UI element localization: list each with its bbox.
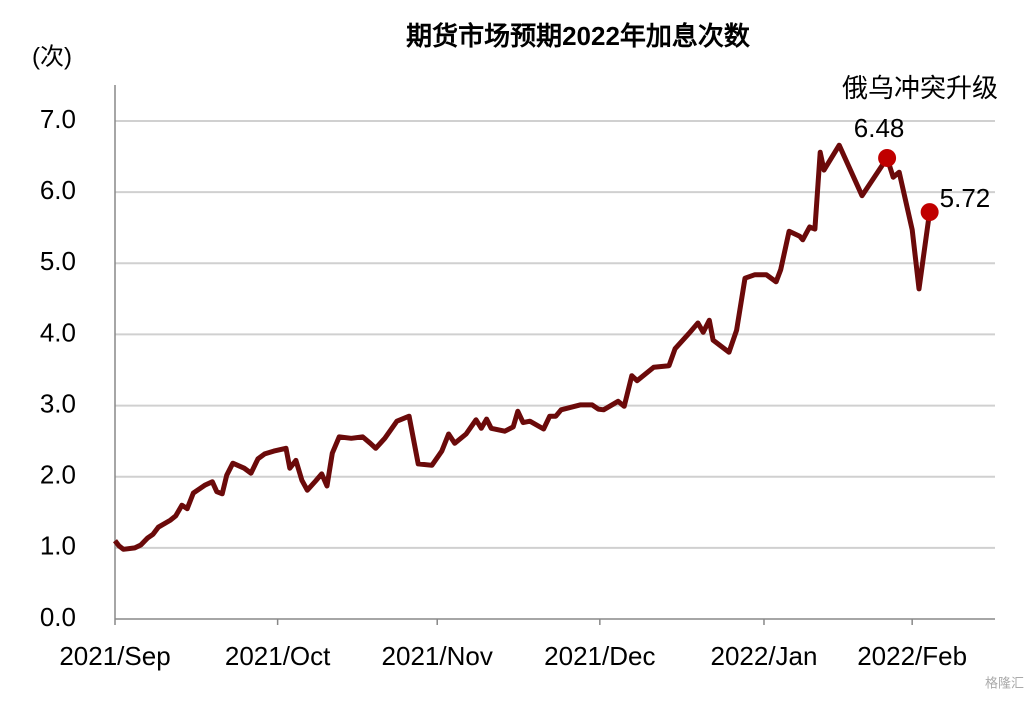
y-tick-label: 7.0: [40, 104, 76, 134]
data-label: 5.72: [940, 183, 991, 213]
y-tick-label: 4.0: [40, 317, 76, 347]
y-axis-label: (次): [32, 43, 72, 70]
data-label: 6.48: [854, 113, 905, 143]
highlight-point: [920, 203, 939, 222]
y-tick-label: 3.0: [40, 388, 76, 418]
watermark: 格隆汇: [985, 675, 1024, 690]
y-tick-label: 5.0: [40, 246, 76, 276]
y-tick-label: 2.0: [40, 460, 76, 490]
y-tick-label: 0.0: [40, 602, 76, 632]
x-tick-label: 2022/Feb: [857, 641, 967, 671]
x-tick-label: 2021/Oct: [225, 641, 331, 671]
x-tick-label: 2021/Sep: [59, 641, 170, 671]
y-tick-label: 6.0: [40, 175, 76, 205]
data-line: [113, 142, 933, 552]
x-tick-label: 2022/Jan: [710, 641, 817, 671]
x-tick-label: 2021/Dec: [544, 641, 655, 671]
y-tick-label: 1.0: [40, 531, 76, 561]
chart-title: 期货市场预期2022年加息次数: [406, 21, 751, 51]
annotation: 俄乌冲突升级: [842, 73, 998, 103]
highlight-point: [878, 148, 897, 167]
x-tick-label: 2021/Nov: [382, 641, 493, 671]
